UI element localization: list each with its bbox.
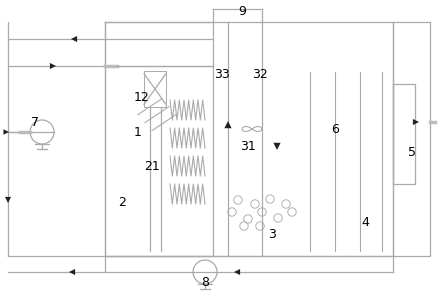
Text: 33: 33 xyxy=(214,68,230,81)
Text: 12: 12 xyxy=(134,91,150,103)
Text: 3: 3 xyxy=(268,228,276,240)
Text: 6: 6 xyxy=(331,123,339,136)
Text: 8: 8 xyxy=(201,275,209,288)
Text: 32: 32 xyxy=(252,68,268,81)
Text: 31: 31 xyxy=(240,139,256,153)
Text: 9: 9 xyxy=(238,4,246,18)
Text: 21: 21 xyxy=(144,160,160,173)
Text: 1: 1 xyxy=(134,126,142,138)
Text: 4: 4 xyxy=(361,216,369,228)
Text: 7: 7 xyxy=(31,116,39,128)
Text: 2: 2 xyxy=(118,196,126,208)
Text: 5: 5 xyxy=(408,146,416,158)
